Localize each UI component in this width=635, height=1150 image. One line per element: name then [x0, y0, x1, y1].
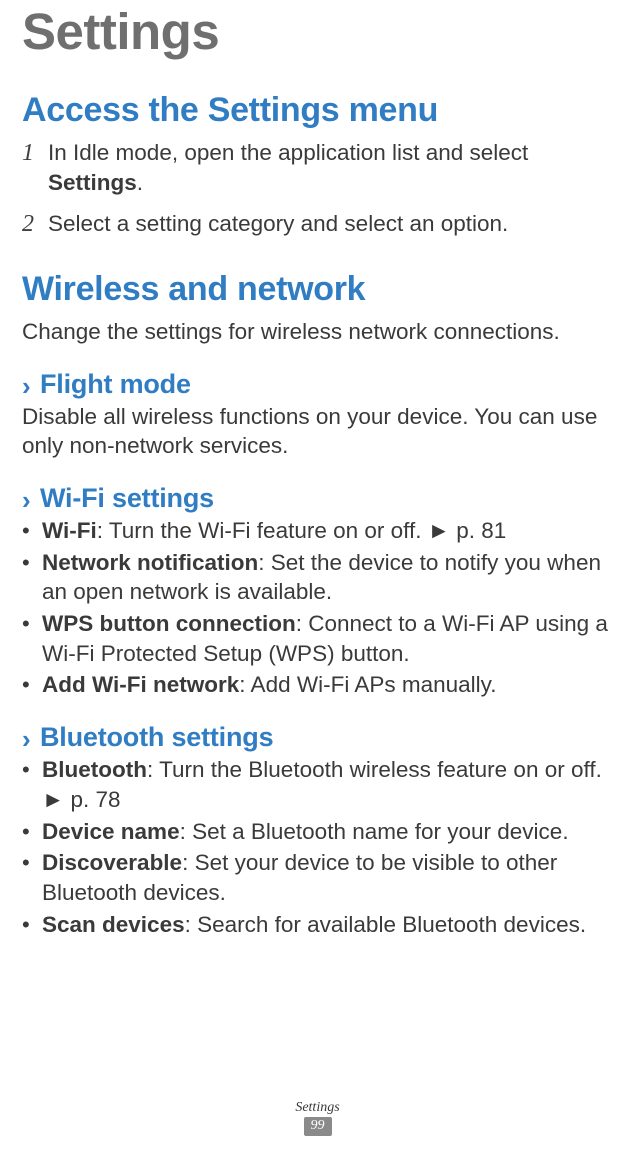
- chevron-right-icon: ›: [22, 373, 40, 399]
- chevron-right-icon: ›: [22, 487, 40, 513]
- sub-bluetooth-row: › Bluetooth settings: [22, 722, 617, 753]
- step-number: 2: [22, 209, 48, 240]
- list-item: Device name: Set a Bluetooth name for yo…: [22, 817, 617, 847]
- step-pre: Select a setting category and select an …: [48, 211, 508, 236]
- step-text: In Idle mode, open the application list …: [48, 138, 617, 199]
- step-text: Select a setting category and select an …: [48, 209, 508, 239]
- item-rest: : Set a Bluetooth name for your device.: [180, 819, 569, 844]
- list-item: WPS button connection: Connect to a Wi-F…: [22, 609, 617, 668]
- item-bold: Network notification: [42, 550, 258, 575]
- item-rest: : Add Wi-Fi APs manually.: [239, 672, 496, 697]
- sub-bluetooth-heading: Bluetooth settings: [40, 722, 273, 753]
- list-item: Bluetooth: Turn the Bluetooth wireless f…: [22, 755, 617, 814]
- sub-wifi-heading: Wi-Fi settings: [40, 483, 214, 514]
- step-pre: In Idle mode, open the application list …: [48, 140, 528, 165]
- section-wireless-heading: Wireless and network: [22, 270, 617, 309]
- item-bold: WPS button connection: [42, 611, 296, 636]
- item-bold: Scan devices: [42, 912, 185, 937]
- flight-desc: Disable all wireless functions on your d…: [22, 402, 617, 461]
- item-bold: Device name: [42, 819, 180, 844]
- step-number: 1: [22, 138, 48, 169]
- access-steps: 1 In Idle mode, open the application lis…: [22, 138, 617, 240]
- list-item: Scan devices: Search for available Bluet…: [22, 910, 617, 940]
- item-bold: Discoverable: [42, 850, 182, 875]
- step-bold: Settings: [48, 170, 137, 195]
- step-2: 2 Select a setting category and select a…: [22, 209, 617, 240]
- wifi-list: Wi-Fi: Turn the Wi-Fi feature on or off.…: [22, 516, 617, 700]
- footer: Settings 99: [0, 1100, 635, 1136]
- footer-page-number: 99: [304, 1117, 332, 1136]
- step-post: .: [137, 170, 143, 195]
- section-access-heading: Access the Settings menu: [22, 91, 617, 130]
- bluetooth-list: Bluetooth: Turn the Bluetooth wireless f…: [22, 755, 617, 939]
- wireless-intro: Change the settings for wireless network…: [22, 317, 617, 347]
- list-item: Discoverable: Set your device to be visi…: [22, 848, 617, 907]
- list-item: Wi-Fi: Turn the Wi-Fi feature on or off.…: [22, 516, 617, 546]
- item-rest: : Search for available Bluetooth devices…: [185, 912, 586, 937]
- sub-wifi-row: › Wi-Fi settings: [22, 483, 617, 514]
- list-item: Network notification: Set the device to …: [22, 548, 617, 607]
- item-rest: : Turn the Wi-Fi feature on or off. ► p.…: [97, 518, 507, 543]
- list-item: Add Wi-Fi network: Add Wi-Fi APs manuall…: [22, 670, 617, 700]
- step-1: 1 In Idle mode, open the application lis…: [22, 138, 617, 199]
- item-bold: Add Wi-Fi network: [42, 672, 239, 697]
- sub-flight-heading: Flight mode: [40, 369, 191, 400]
- sub-flight-row: › Flight mode: [22, 369, 617, 400]
- page-content: Settings Access the Settings menu 1 In I…: [0, 0, 635, 939]
- chevron-right-icon: ›: [22, 726, 40, 752]
- page-title: Settings: [22, 0, 617, 61]
- footer-label: Settings: [0, 1100, 635, 1116]
- item-bold: Wi-Fi: [42, 518, 97, 543]
- item-bold: Bluetooth: [42, 757, 147, 782]
